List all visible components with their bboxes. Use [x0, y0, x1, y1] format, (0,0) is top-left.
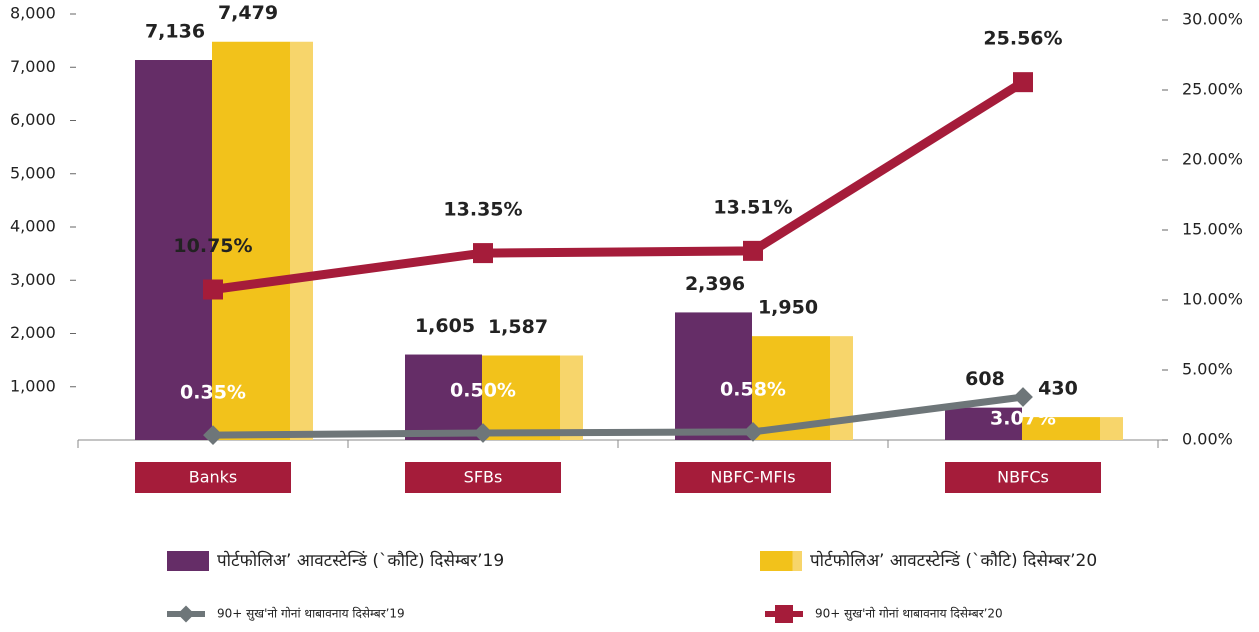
x-tick-label: NBFC-MFIs: [710, 468, 795, 487]
bar: [135, 60, 212, 441]
bar: [482, 355, 583, 440]
bar: [212, 41, 313, 440]
data-label: 0.50%: [450, 380, 516, 402]
marker: [1013, 387, 1033, 407]
x-tick-label: Banks: [189, 468, 238, 487]
y-tick-label: 3,000: [10, 270, 56, 289]
x-tick-label: SFBs: [464, 468, 503, 487]
category-box: [405, 462, 561, 493]
y2-tick-label: 0.00%: [1182, 430, 1233, 449]
marker: [1013, 72, 1033, 93]
line: [212, 393, 1024, 439]
y2-tick-label: 5.00%: [1182, 360, 1233, 379]
marker: [203, 425, 223, 445]
bar: [405, 354, 482, 440]
data-label: 3.07%: [990, 408, 1056, 430]
marker: [473, 423, 493, 443]
x-tick-label: NBFCs: [997, 468, 1049, 487]
y2-tick-label: 25.00%: [1182, 80, 1243, 99]
y-tick-label: 2,000: [10, 323, 56, 342]
y-tick-label: 8,000: [10, 4, 56, 23]
legend-swatch: [760, 551, 802, 571]
data-label: 25.56%: [983, 28, 1062, 50]
data-label: 0.35%: [180, 382, 246, 404]
y2-tick-label: 20.00%: [1182, 150, 1243, 169]
data-label: 1,605: [415, 315, 475, 337]
data-label: 10.75%: [173, 235, 252, 257]
legend-marker: [775, 605, 793, 623]
marker: [203, 279, 223, 300]
legend-swatch: [167, 551, 209, 571]
legend-marker: [177, 605, 195, 623]
legend-label: पोर्टफोलिअ’ आवटस्टेन्डिं (`कौटि) दिसेम्ब…: [810, 550, 1097, 571]
data-label: 1,950: [758, 297, 818, 319]
legend-label: पोर्टफोलिअ’ आवटस्टेन्डिं (`कौटि) दिसेम्ब…: [217, 550, 504, 571]
marker: [743, 421, 763, 442]
y-tick-label: 6,000: [10, 110, 56, 129]
category-box: [135, 462, 291, 493]
y-tick-label: 7,000: [10, 57, 56, 76]
bar: [945, 407, 1022, 440]
category-box: [675, 462, 831, 493]
legend-label: 90+ सुख'नो गोनां थाबावनाय दिसेम्बर’20: [815, 607, 1003, 622]
data-label: 7,479: [218, 2, 278, 24]
y2-tick-label: 15.00%: [1182, 220, 1243, 239]
marker: [473, 243, 493, 264]
line: [212, 78, 1026, 294]
marker: [743, 240, 763, 261]
data-label: 2,396: [685, 273, 745, 295]
y2-tick-label: 30.00%: [1182, 10, 1243, 29]
data-label: 0.58%: [720, 378, 786, 400]
data-label: 13.35%: [443, 199, 522, 221]
legend-label: 90+ सुख'नो गोनां थाबावनाय दिसेम्बर’19: [217, 607, 405, 622]
data-label: 1,587: [488, 316, 548, 338]
bar: [1022, 417, 1123, 440]
data-label: 7,136: [145, 21, 205, 43]
y-tick-label: 5,000: [10, 163, 56, 182]
category-box: [945, 462, 1101, 493]
y2-tick-label: 10.00%: [1182, 290, 1243, 309]
y-tick-label: 1,000: [10, 376, 56, 395]
bar: [675, 312, 752, 440]
data-label: 13.51%: [713, 196, 792, 218]
data-label: 430: [1038, 378, 1078, 400]
y-tick-label: 4,000: [10, 217, 56, 236]
data-label: 608: [965, 368, 1005, 390]
